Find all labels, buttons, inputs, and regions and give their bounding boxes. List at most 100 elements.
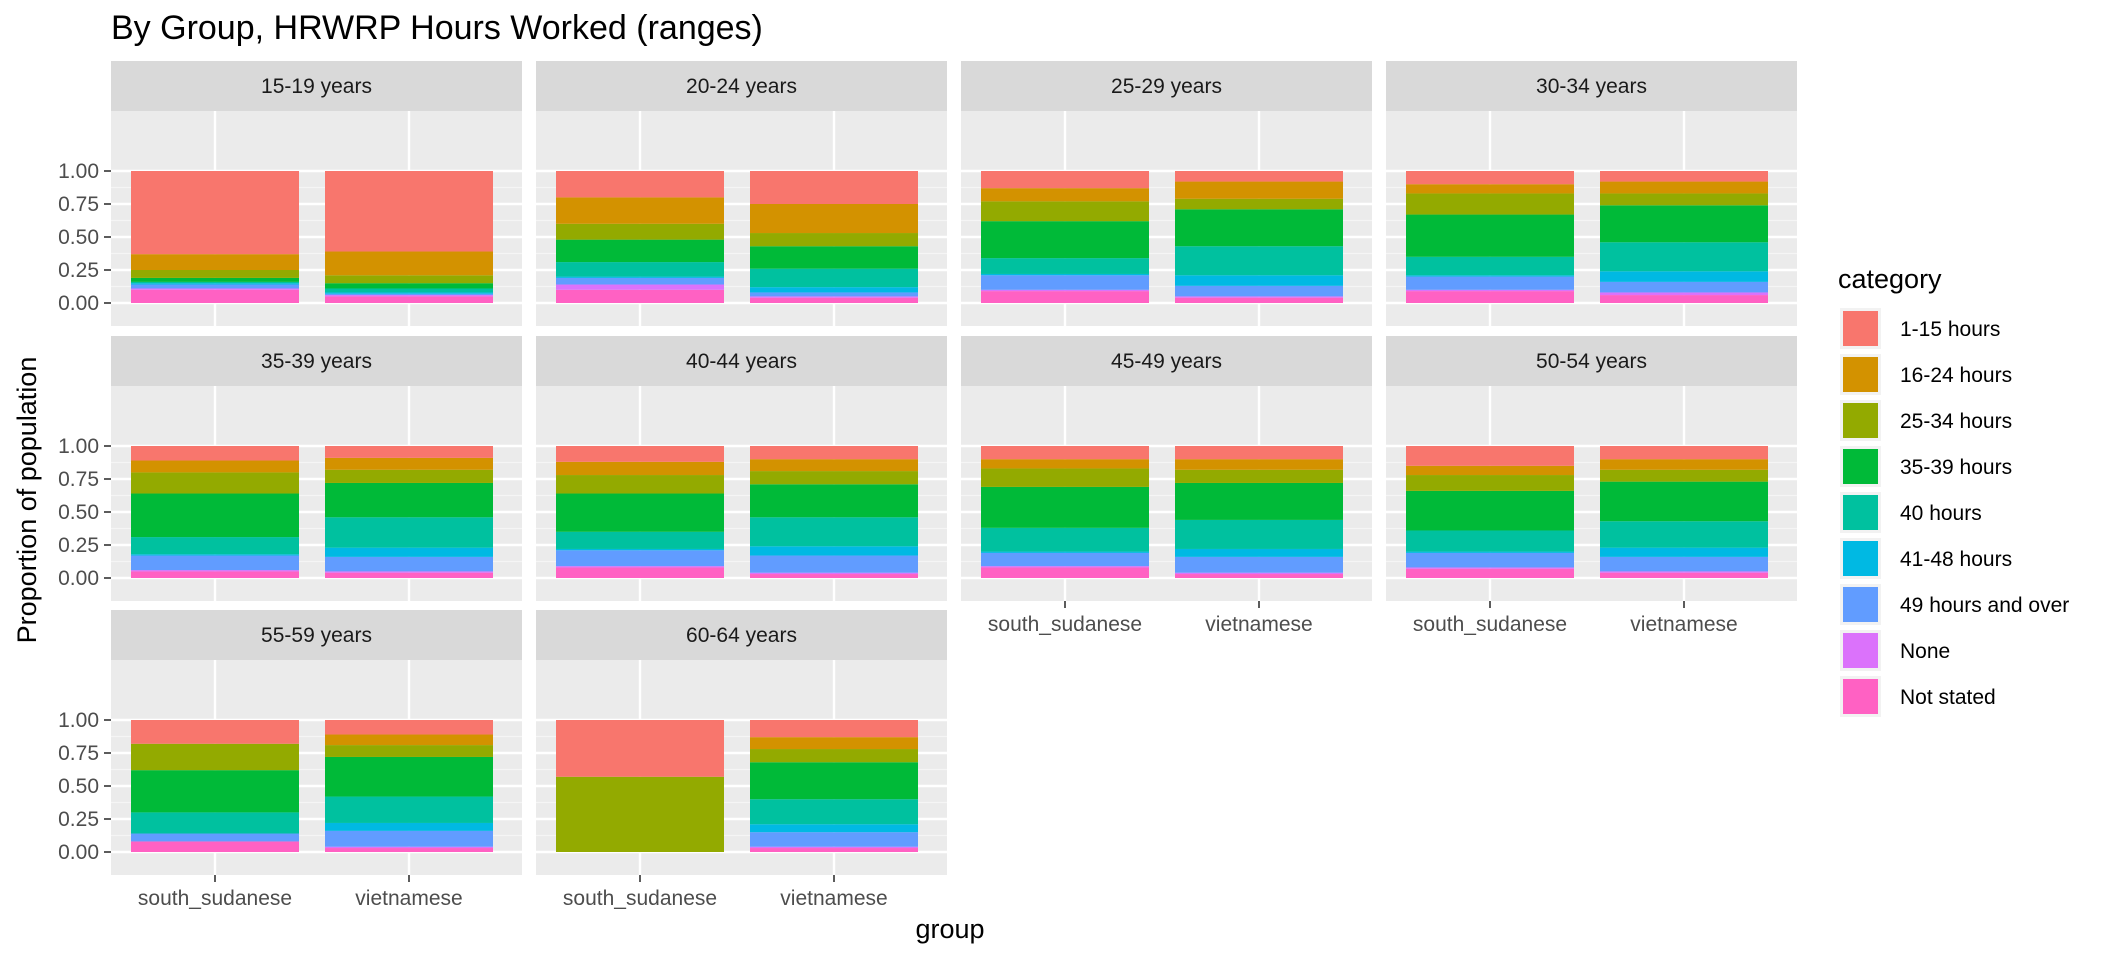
bar-segment — [131, 283, 299, 285]
bar-segment — [556, 446, 724, 462]
bar-segment — [131, 743, 299, 771]
facet-strip — [961, 336, 1372, 386]
y-tick-label: 1.00 — [58, 435, 99, 458]
bar-segment — [1175, 519, 1343, 549]
bar-segment — [750, 517, 918, 547]
bar-segment — [131, 493, 299, 538]
bar-segment — [750, 246, 918, 269]
bar-segment — [325, 822, 493, 831]
bar-segment — [1600, 459, 1768, 470]
y-tick-label: 0.00 — [58, 841, 99, 864]
facet-strip-label: 55-59 years — [261, 624, 372, 647]
bar-segment — [1175, 297, 1343, 303]
bar-segment — [325, 745, 493, 757]
bar-segment — [556, 567, 724, 578]
bar-segment — [750, 459, 918, 472]
bar-segment — [131, 833, 299, 842]
facet-strip — [111, 610, 522, 660]
bar-segment — [556, 776, 724, 852]
y-tick-label: 0.50 — [58, 501, 99, 524]
bar-segment — [750, 268, 918, 288]
bar-segment — [556, 720, 724, 777]
bar-segment — [981, 188, 1149, 202]
bar-segment — [131, 812, 299, 834]
x-tick-label: vietnamese — [1630, 613, 1737, 636]
facet-panel: 15-19 years 0.00 0.25 0.50 0.75 1.00 — [58, 61, 522, 326]
bar-segment — [750, 446, 918, 460]
facet-panel: 20-24 years — [536, 61, 947, 326]
bar-segment — [1175, 482, 1343, 520]
legend-label: None — [1900, 640, 1950, 663]
facet-panel: 40-44 years — [536, 336, 947, 601]
legend-swatch — [1843, 679, 1878, 714]
legend-label: 49 hours and over — [1900, 594, 2069, 617]
bar-segment — [1175, 275, 1343, 286]
bar-segment — [131, 289, 299, 303]
legend-swatch — [1843, 587, 1878, 622]
bar-segment — [325, 571, 493, 573]
bar-segment — [131, 770, 299, 813]
x-tick-label: vietnamese — [780, 887, 887, 910]
bar-segment — [131, 720, 299, 744]
bar-segment — [981, 468, 1149, 487]
bar-segment — [1175, 285, 1343, 297]
bar-segment — [981, 275, 1149, 290]
bar-segment — [131, 554, 299, 556]
bar-segment — [1406, 275, 1574, 277]
bar-segment — [750, 233, 918, 247]
bar-segment — [325, 720, 493, 735]
bar-segment — [1175, 572, 1343, 575]
y-tick-label: 0.75 — [58, 742, 99, 765]
bar-segment — [750, 204, 918, 234]
y-tick-label: 0.25 — [58, 808, 99, 831]
bar-segment — [1600, 572, 1768, 578]
bar-segment — [981, 527, 1149, 552]
bar-segment — [1600, 469, 1768, 482]
bar-segment — [556, 493, 724, 532]
legend-label: 25-34 hours — [1900, 410, 2012, 433]
facet-strip-label: 25-29 years — [1111, 75, 1222, 98]
bar-segment — [325, 171, 493, 252]
facet-strip-label: 60-64 years — [686, 624, 797, 647]
bar-segment — [556, 171, 724, 198]
bar-segment — [1175, 469, 1343, 483]
legend-swatch — [1843, 495, 1878, 530]
bar-segment — [1600, 295, 1768, 303]
x-tick-label: vietnamese — [355, 887, 462, 910]
legend-swatch — [1843, 311, 1878, 346]
bar-segment — [750, 720, 918, 738]
bar-segment — [131, 570, 299, 572]
x-tick-label: vietnamese — [1205, 613, 1312, 636]
bar-segment — [131, 460, 299, 473]
bar-segment — [325, 796, 493, 823]
bar-segment — [131, 841, 299, 852]
facet-strip — [1386, 61, 1797, 111]
bar-segment — [750, 572, 918, 575]
legend-title: category — [1838, 264, 1942, 294]
bar-segment — [1600, 481, 1768, 522]
bar-segment — [1175, 548, 1343, 557]
bar-segment — [556, 223, 724, 240]
bar-segment — [556, 239, 724, 263]
bar-segment — [750, 824, 918, 833]
facet-panel: 25-29 years — [961, 61, 1372, 326]
legend-label: 16-24 hours — [1900, 364, 2012, 387]
facet-strip-label: 45-49 years — [1111, 350, 1222, 373]
bar-segment — [1600, 521, 1768, 548]
bar-segment — [131, 277, 299, 282]
bar-segment — [556, 197, 724, 224]
bar-segment — [1175, 246, 1343, 276]
bar-segment — [1406, 289, 1574, 292]
facet-strip-label: 20-24 years — [686, 75, 797, 98]
bar-segment — [750, 737, 918, 750]
bar-segment — [556, 461, 724, 476]
bar-segment — [325, 283, 493, 289]
bar-segment — [131, 446, 299, 461]
bar-segment — [131, 288, 299, 290]
bar-segment — [556, 550, 724, 567]
y-tick-label: 0.75 — [58, 468, 99, 491]
facet-strip-label: 15-19 years — [261, 75, 372, 98]
bar-segment — [325, 848, 493, 852]
bar-segment — [981, 446, 1149, 460]
facet-panel: 60-64 years south_sudanese vietnamese — [536, 610, 947, 910]
